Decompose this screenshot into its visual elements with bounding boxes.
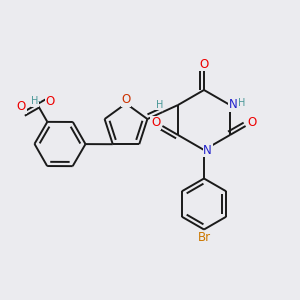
- Text: O: O: [122, 93, 130, 106]
- Text: H: H: [238, 98, 245, 108]
- Text: O: O: [248, 116, 257, 130]
- Text: O: O: [45, 95, 55, 108]
- Text: O: O: [17, 100, 26, 113]
- Text: N: N: [229, 98, 238, 112]
- Text: O: O: [200, 58, 208, 71]
- Text: H: H: [156, 100, 164, 110]
- Text: H: H: [31, 96, 39, 106]
- Text: N: N: [203, 143, 212, 157]
- Text: O: O: [151, 116, 160, 130]
- Text: -: -: [38, 96, 41, 106]
- Text: Br: Br: [197, 231, 211, 244]
